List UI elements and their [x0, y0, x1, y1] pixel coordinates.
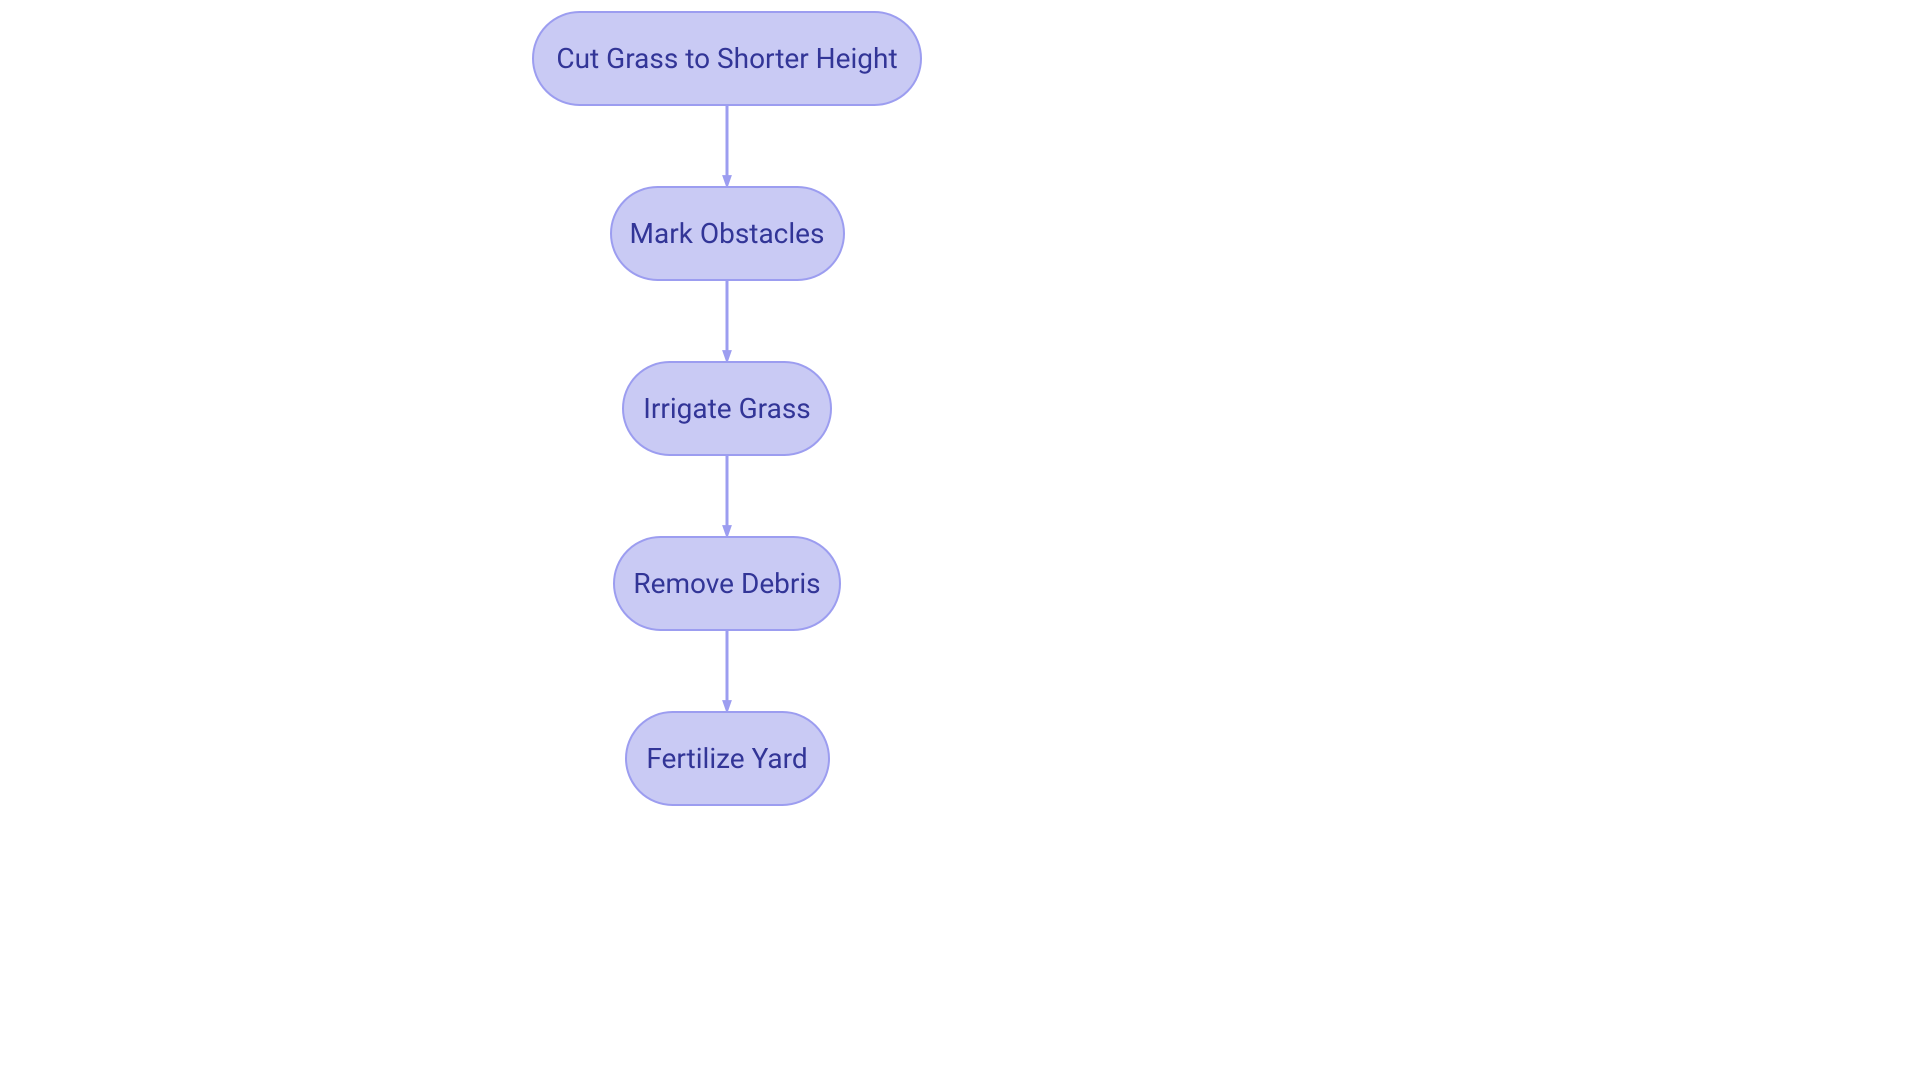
flowchart-node-label: Cut Grass to Shorter Height	[556, 42, 897, 75]
flowchart-node-label: Remove Debris	[633, 567, 820, 600]
flowchart-container: Cut Grass to Shorter Height Mark Obstacle…	[0, 0, 1920, 1083]
flowchart-node: Irrigate Grass	[622, 361, 832, 456]
flowchart-node: Fertilize Yard	[625, 711, 830, 806]
flowchart-node: Cut Grass to Shorter Height	[532, 11, 922, 106]
flowchart-node-label: Irrigate Grass	[643, 392, 810, 425]
flowchart-edges	[0, 0, 1920, 1083]
flowchart-node: Remove Debris	[613, 536, 841, 631]
flowchart-node: Mark Obstacles	[610, 186, 845, 281]
flowchart-node-label: Fertilize Yard	[646, 742, 807, 775]
flowchart-node-label: Mark Obstacles	[630, 217, 825, 250]
